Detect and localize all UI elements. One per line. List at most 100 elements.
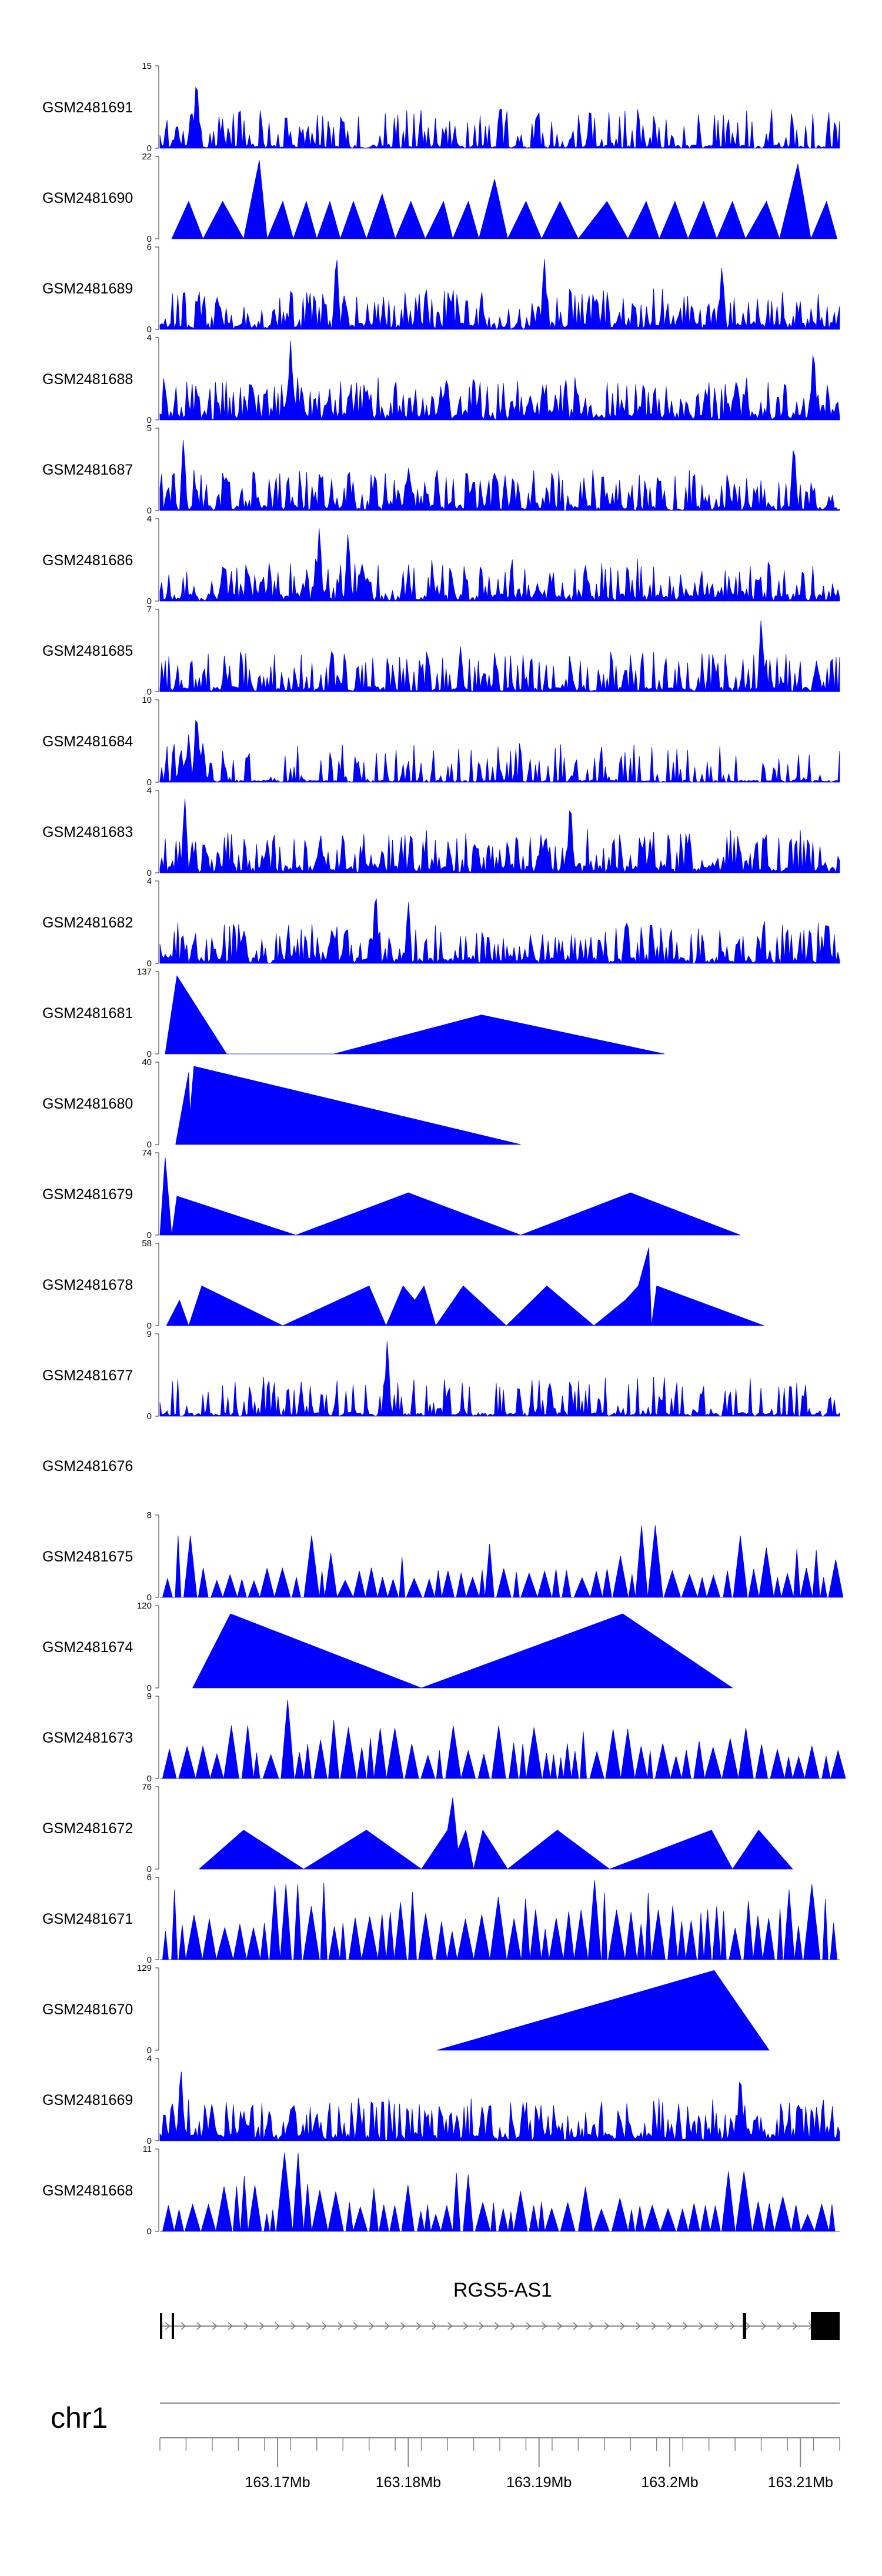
track-gsm2481682: GSM2481682 4 0 — [42, 876, 840, 969]
x-tick-label: 163.17Mb — [245, 2474, 310, 2491]
track-label: GSM2481673 — [42, 1730, 133, 1746]
y-max-label: 6 — [147, 242, 152, 252]
signal-area — [159, 2071, 840, 2142]
strand-arrow — [275, 2322, 280, 2330]
signal-area — [159, 1341, 840, 1417]
strand-arrow — [228, 2322, 233, 2330]
signal-area — [159, 340, 840, 421]
y-min-label: 0 — [147, 687, 152, 697]
signal-area — [159, 898, 840, 965]
track-label: GSM2481676 — [42, 1458, 133, 1474]
signal-area — [159, 620, 840, 693]
track-label: GSM2481677 — [42, 1367, 133, 1384]
y-max-label: 129 — [137, 1963, 152, 1973]
strand-arrow — [761, 2322, 767, 2330]
track-gsm2481669: GSM2481669 4 0 — [42, 2054, 840, 2146]
signal-area — [160, 2153, 840, 2233]
strand-arrow — [573, 2322, 579, 2330]
signal-area — [199, 1797, 793, 1870]
track-label: GSM2481669 — [42, 2092, 133, 2108]
signal-area — [159, 1157, 741, 1236]
y-min-label: 0 — [147, 1321, 152, 1331]
track-gsm2481680: GSM2481680 40 0 — [42, 1057, 521, 1150]
track-gsm2481691: GSM2481691 15 0 — [42, 61, 840, 154]
track-label: GSM2481675 — [42, 1549, 133, 1565]
y-min-label: 0 — [147, 506, 152, 516]
strand-arrow — [259, 2322, 265, 2330]
signal-area — [166, 1247, 764, 1327]
track-gsm2481685: GSM2481685 7 0 — [42, 605, 840, 697]
strand-arrow — [322, 2322, 328, 2330]
strand-arrow — [557, 2322, 563, 2330]
strand-arrow — [463, 2322, 469, 2330]
x-tick-label: 163.2Mb — [641, 2474, 698, 2491]
signal-tracks: GSM2481691150GSM2481690220GSM248168960GS… — [42, 61, 846, 2237]
y-min-label: 0 — [147, 778, 152, 788]
y-max-label: 9 — [147, 1691, 152, 1701]
y-min-label: 0 — [147, 959, 152, 969]
y-min-label: 0 — [147, 2227, 152, 2237]
y-min-label: 0 — [147, 1049, 152, 1059]
signal-area — [165, 975, 665, 1055]
track-label: GSM2481672 — [42, 1820, 133, 1837]
strand-arrow — [667, 2322, 673, 2330]
y-max-label: 4 — [147, 876, 152, 886]
strand-arrow — [510, 2322, 516, 2330]
track-gsm2481672: GSM2481672 76 0 — [42, 1782, 793, 1874]
track-label: GSM2481668 — [42, 2183, 133, 2199]
y-min-label: 0 — [147, 144, 152, 154]
signal-area — [175, 1066, 521, 1145]
y-min-label: 0 — [147, 325, 152, 335]
y-max-label: 7 — [147, 605, 152, 615]
signal-area — [159, 86, 840, 149]
y-max-label: 8 — [147, 1510, 152, 1520]
x-tick-label: 163.19Mb — [506, 2474, 572, 2491]
strand-arrow — [589, 2322, 594, 2330]
gene-name-label: RGS5-AS1 — [453, 2279, 552, 2301]
strand-arrow — [777, 2322, 782, 2330]
strand-arrow — [495, 2322, 500, 2330]
y-max-label: 5 — [147, 423, 152, 433]
strand-arrow — [165, 2322, 171, 2330]
gene-exon — [811, 2312, 840, 2340]
track-gsm2481689: GSM2481689 6 0 — [42, 242, 840, 335]
strand-arrow — [212, 2322, 218, 2330]
track-gsm2481683: GSM2481683 4 0 — [42, 786, 840, 878]
y-max-label: 6 — [147, 1873, 152, 1883]
strand-arrow — [620, 2322, 626, 2330]
signal-area — [159, 440, 840, 511]
track-label: GSM2481681 — [42, 1005, 133, 1022]
strand-arrow — [698, 2322, 704, 2330]
track-label: GSM2481670 — [42, 2001, 133, 2018]
track-gsm2481690: GSM2481690 22 0 — [42, 152, 838, 244]
track-label: GSM2481686 — [42, 552, 133, 569]
signal-area — [159, 528, 840, 602]
signal-area — [437, 1970, 770, 2051]
track-gsm2481675: GSM2481675 8 0 — [42, 1510, 844, 1603]
track-gsm2481688: GSM2481688 4 0 — [42, 333, 840, 425]
gene-exon — [743, 2313, 747, 2339]
y-max-label: 58 — [142, 1239, 152, 1249]
strand-arrow — [542, 2322, 547, 2330]
strand-arrow — [400, 2322, 406, 2330]
x-tick-label: 163.21Mb — [768, 2474, 833, 2491]
track-label: GSM2481678 — [42, 1277, 133, 1293]
y-min-label: 0 — [147, 2136, 152, 2146]
y-max-label: 4 — [147, 786, 152, 796]
y-max-label: 22 — [142, 152, 152, 162]
strand-arrow — [385, 2322, 390, 2330]
track-label: GSM2481691 — [42, 99, 133, 116]
y-max-label: 76 — [142, 1782, 152, 1792]
track-label: GSM2481671 — [42, 1911, 133, 1927]
strand-arrow — [338, 2322, 343, 2330]
y-min-label: 0 — [147, 2046, 152, 2056]
track-label: GSM2481685 — [42, 643, 133, 659]
y-min-label: 0 — [147, 415, 152, 425]
signal-area — [159, 798, 840, 874]
track-gsm2481687: GSM2481687 5 0 — [42, 423, 840, 516]
y-min-label: 0 — [147, 1955, 152, 1965]
signal-area — [160, 1700, 846, 1779]
track-gsm2481673: GSM2481673 9 0 — [42, 1691, 846, 1784]
signal-area — [192, 1613, 734, 1689]
